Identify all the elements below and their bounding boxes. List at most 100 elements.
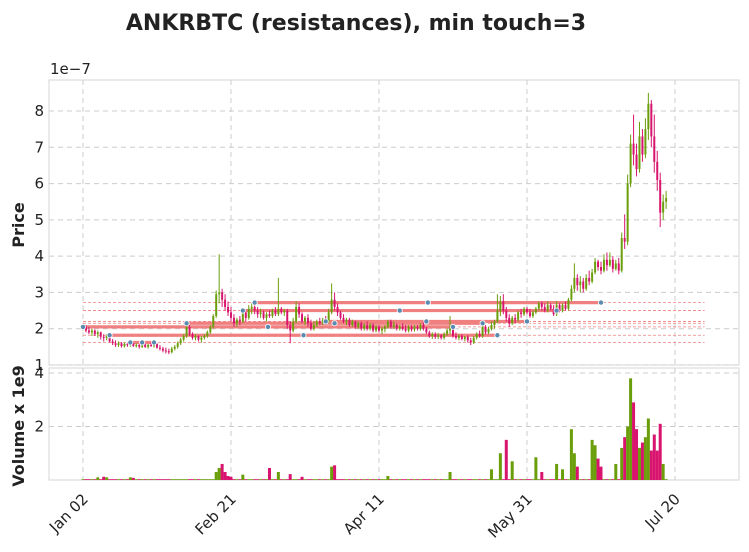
volume-bar bbox=[531, 479, 535, 480]
volume-bar bbox=[418, 479, 422, 480]
candle-body bbox=[537, 303, 540, 309]
candle-body bbox=[179, 339, 182, 344]
candle-body bbox=[212, 316, 215, 327]
volume-bar bbox=[590, 439, 594, 480]
candle-body bbox=[173, 346, 176, 349]
volume-bar bbox=[353, 479, 357, 480]
price-panel-frame bbox=[48, 79, 740, 366]
candle-body bbox=[253, 306, 256, 311]
volume-bar bbox=[546, 479, 550, 480]
candle-body bbox=[632, 143, 635, 155]
volume-bar bbox=[392, 479, 396, 480]
price-tick-label: 3 bbox=[34, 283, 44, 301]
volume-bar bbox=[377, 479, 381, 480]
volume-panel: 24 bbox=[34, 364, 740, 481]
candle-body bbox=[238, 319, 241, 322]
volume-bar bbox=[350, 479, 354, 480]
candle-body bbox=[176, 343, 179, 347]
volume-bar bbox=[158, 479, 162, 480]
volume-bar bbox=[247, 479, 251, 480]
volume-bar bbox=[111, 479, 115, 480]
resistance-touch-marker bbox=[239, 307, 246, 314]
volume-bar bbox=[312, 479, 316, 480]
resistance-touch-marker bbox=[264, 323, 271, 330]
volume-bar bbox=[555, 463, 559, 480]
resistance-touch-marker bbox=[598, 299, 605, 306]
candle-body bbox=[271, 310, 274, 317]
candle-body bbox=[150, 345, 153, 347]
volume-bar bbox=[270, 479, 274, 480]
volume-bar bbox=[442, 479, 446, 480]
volume-bar bbox=[611, 479, 615, 480]
candle-body bbox=[543, 306, 546, 311]
candle-body bbox=[197, 335, 200, 340]
candle-body bbox=[469, 340, 472, 343]
candle-body bbox=[567, 299, 570, 309]
volume-bar bbox=[223, 471, 227, 480]
candle-body bbox=[209, 326, 212, 333]
candle-body bbox=[611, 259, 614, 269]
volume-bar bbox=[448, 471, 452, 480]
volume-bar bbox=[173, 479, 177, 480]
volume-bar bbox=[513, 479, 517, 480]
candle-body bbox=[274, 310, 277, 315]
volume-bar bbox=[196, 479, 200, 480]
price-tick-label: 4 bbox=[34, 247, 44, 265]
candle-body bbox=[348, 319, 351, 326]
candle-body bbox=[440, 335, 443, 338]
candle-body bbox=[372, 325, 375, 331]
candle-body bbox=[280, 308, 283, 313]
candle-body bbox=[292, 321, 295, 331]
volume-bar bbox=[460, 479, 464, 480]
volume-bar bbox=[635, 429, 639, 480]
candle-body bbox=[558, 305, 561, 311]
candle-body bbox=[573, 277, 576, 289]
candle-body bbox=[90, 330, 93, 333]
candle-body bbox=[289, 325, 292, 331]
volume-bar bbox=[191, 479, 195, 480]
candle-body bbox=[188, 326, 191, 335]
candle-body bbox=[158, 347, 161, 349]
candle-body bbox=[466, 336, 469, 341]
volume-bar bbox=[182, 479, 186, 480]
chart-title: ANKRBTC (resistances), min touch=3 bbox=[126, 11, 586, 36]
candle-body bbox=[99, 332, 102, 337]
volume-bar bbox=[306, 479, 310, 480]
volume-bar bbox=[492, 479, 496, 480]
candle-body bbox=[425, 328, 428, 333]
candle-body bbox=[268, 314, 271, 317]
candle-body bbox=[437, 335, 440, 337]
candle-body bbox=[366, 325, 369, 329]
volume-bar bbox=[208, 479, 212, 480]
resistance-touch-marker bbox=[494, 332, 501, 339]
volume-bar bbox=[90, 479, 94, 480]
volume-bar bbox=[359, 479, 363, 480]
volume-bar bbox=[137, 479, 141, 480]
volume-bar bbox=[262, 479, 266, 480]
volume-bar bbox=[436, 479, 440, 480]
candle-body bbox=[298, 306, 301, 315]
volume-axis-label: Volume x 1e9 bbox=[9, 365, 28, 486]
volume-bar bbox=[140, 479, 144, 480]
price-tick-label: 8 bbox=[34, 102, 44, 120]
volume-bar bbox=[105, 477, 109, 480]
candle-body bbox=[244, 312, 247, 318]
volume-bar bbox=[155, 479, 159, 480]
volume-bar bbox=[324, 479, 328, 480]
volume-bar bbox=[389, 479, 393, 480]
candle-body bbox=[514, 317, 517, 320]
price-tick-label: 5 bbox=[34, 211, 44, 229]
volume-bar bbox=[632, 402, 636, 480]
volume-bar bbox=[534, 457, 538, 480]
resistance-touch-marker bbox=[127, 339, 134, 346]
candle-body bbox=[528, 312, 531, 317]
candle-body bbox=[443, 334, 446, 338]
price-tick-label: 2 bbox=[34, 320, 44, 338]
candle-body bbox=[141, 344, 144, 347]
candle-body bbox=[108, 335, 111, 342]
candle-body bbox=[484, 326, 487, 333]
candle-body bbox=[224, 299, 227, 307]
price-tick-label: 6 bbox=[34, 175, 44, 193]
candle-body bbox=[594, 261, 597, 273]
volume-bar bbox=[454, 479, 458, 480]
